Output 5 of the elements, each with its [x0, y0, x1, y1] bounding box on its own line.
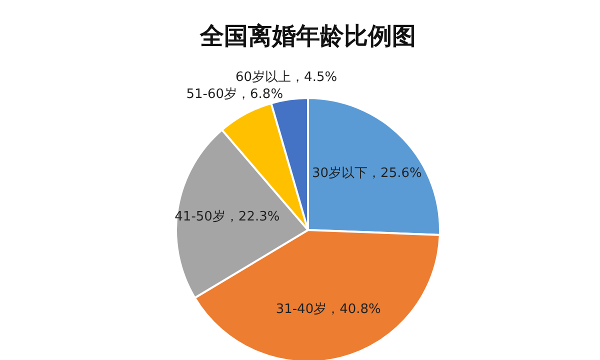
slice-label: 51-60岁，6.8% [186, 87, 284, 102]
slice-label: 60岁以上，4.5% [236, 70, 338, 86]
slice-label: 31-40岁，40.8% [276, 302, 381, 317]
slice-label: 30岁以下，25.6% [312, 166, 422, 181]
chart-title: 全国离婚年龄比例图 [199, 22, 416, 50]
